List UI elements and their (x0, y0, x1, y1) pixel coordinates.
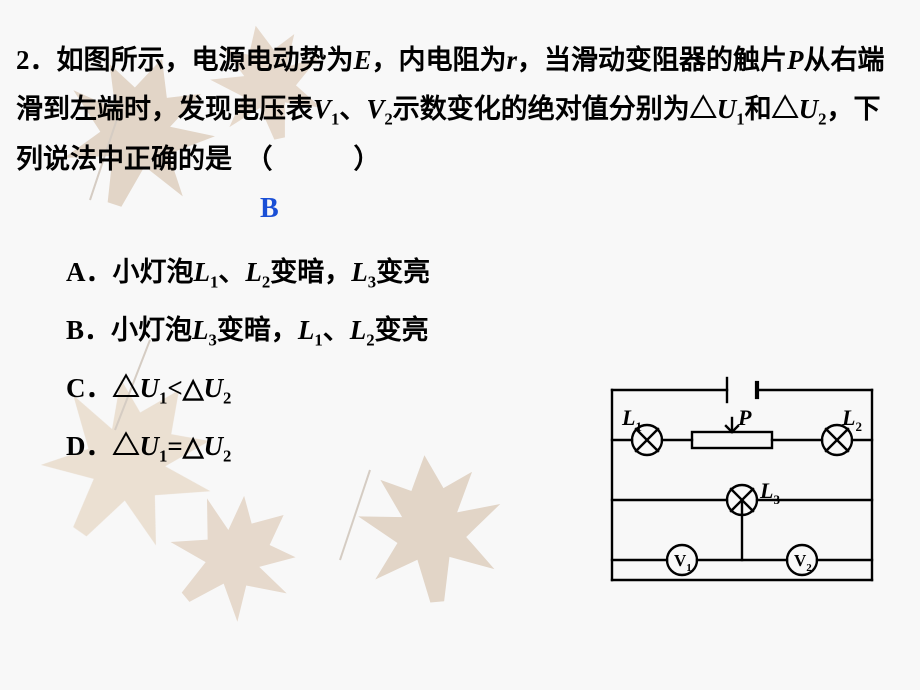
sym: L (192, 315, 209, 345)
sym: L (351, 257, 368, 287)
sym: U (204, 373, 224, 403)
sym: L (350, 315, 367, 345)
t: ，当滑动变阻器的触片 (517, 45, 787, 75)
sub: 2 (262, 272, 270, 291)
t: <△ (167, 373, 203, 403)
sub: 3 (209, 330, 217, 349)
lbl-L3: L (759, 478, 773, 503)
lbl-L1: L (621, 405, 635, 430)
sym-E: E (354, 45, 372, 75)
sub: 2 (223, 447, 231, 466)
sym: U (204, 431, 224, 461)
t: A．小灯泡 (66, 257, 194, 287)
sub: 1 (686, 562, 692, 574)
t: C．△ (66, 373, 140, 403)
sub: 2 (366, 330, 374, 349)
lbl-V1: V (674, 551, 687, 570)
t: 变暗， (217, 315, 298, 345)
t: B．小灯泡 (66, 315, 192, 345)
t: 变暗， (270, 257, 351, 287)
t: 如图所示，电源电动势为 (57, 45, 354, 75)
t: ，内电阻为 (372, 45, 507, 75)
t: 和△ (745, 94, 799, 124)
circuit-diagram: L1 P L2 L3 V1 V2 (592, 370, 892, 600)
sub: 2 (855, 419, 862, 434)
sym-V1: V (313, 94, 331, 124)
svg-text:L1: L1 (621, 405, 642, 434)
sub: 2 (223, 389, 231, 408)
sub: 1 (314, 330, 322, 349)
t: 、 (218, 257, 245, 287)
t: 、 (339, 94, 366, 124)
sub: 3 (773, 492, 780, 507)
sym: L (245, 257, 262, 287)
sym-U1: U (717, 94, 737, 124)
sym: U (140, 373, 160, 403)
answer-mark: B (260, 184, 279, 235)
option-a: A．小灯泡L1、L2变暗，L3变亮 (66, 243, 892, 301)
question-stem: 2．如图所示，电源电动势为E，内电阻为r，当滑动变阻器的触片P从右端滑到左端时，… (16, 36, 892, 235)
svg-text:L2: L2 (841, 405, 862, 434)
sym: L (298, 315, 315, 345)
sub: 1 (736, 110, 744, 129)
t: 变亮 (375, 315, 429, 345)
sym-V2: V (366, 94, 384, 124)
t: 、 (323, 315, 350, 345)
sym-U2: U (799, 94, 819, 124)
sub: 1 (635, 419, 642, 434)
t: =△ (167, 431, 203, 461)
svg-text:V2: V2 (794, 551, 812, 574)
t: 变亮 (376, 257, 430, 287)
t: 示数变化的绝对值分别为△ (393, 94, 717, 124)
lbl-L2: L (841, 405, 855, 430)
sub: 2 (384, 110, 392, 129)
lbl-V2: V (794, 551, 807, 570)
sym-P: P (787, 45, 804, 75)
lbl-P: P (737, 405, 752, 430)
sub: 2 (818, 110, 826, 129)
svg-text:V1: V1 (674, 551, 692, 574)
svg-text:L3: L3 (759, 478, 780, 507)
sym: U (140, 431, 160, 461)
sub: 3 (368, 272, 376, 291)
t: D．△ (66, 431, 140, 461)
option-b: B．小灯泡L3变暗，L1、L2变亮 (66, 301, 892, 359)
sym-r: r (507, 45, 518, 75)
sub: 2 (806, 562, 812, 574)
q-num: 2． (16, 45, 57, 75)
sym: L (194, 257, 211, 287)
